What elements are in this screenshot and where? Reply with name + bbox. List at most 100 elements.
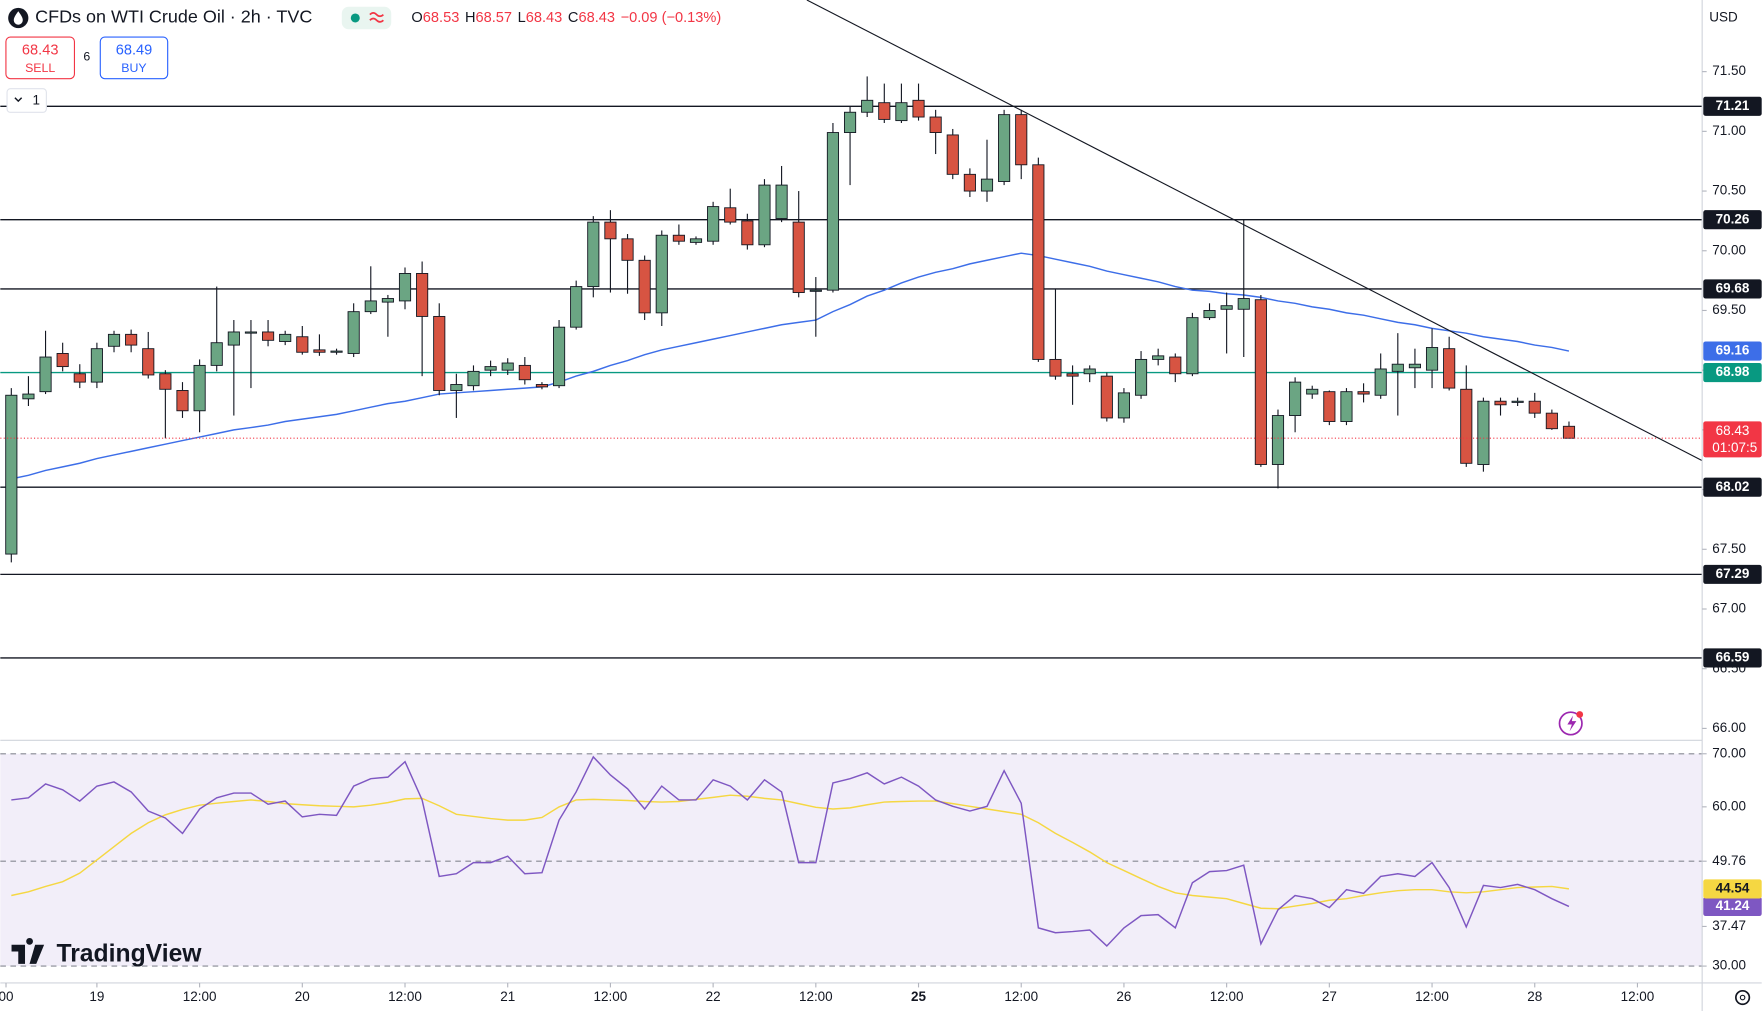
drop-icon	[13, 11, 23, 25]
x-tick-label: 26	[1116, 989, 1131, 1004]
indicator-toggle[interactable]: 1	[6, 88, 47, 113]
candle-body	[758, 184, 771, 246]
candle-body	[1186, 317, 1199, 375]
rsi-pane	[0, 753, 1703, 967]
y-tick-label: 70.50	[1712, 183, 1746, 198]
ma-badge: 69.16	[1716, 343, 1750, 358]
alert-bolt[interactable]	[1567, 715, 1577, 732]
candle-body	[398, 273, 412, 302]
candle-body	[861, 99, 874, 113]
candle-body	[210, 342, 223, 366]
x-tick-label: 22	[706, 989, 721, 1004]
buy-box[interactable]	[99, 36, 169, 80]
candle-body	[330, 350, 343, 353]
candle-body	[724, 207, 737, 223]
candle-body	[1391, 363, 1404, 372]
logo-text: TradingView	[56, 940, 202, 967]
candle-body	[1134, 358, 1148, 396]
y-tick-label: 60.00	[1712, 798, 1746, 813]
candle-body	[296, 336, 309, 353]
alert-ring[interactable]	[1558, 711, 1583, 736]
buy-label[interactable]: BUY	[121, 61, 146, 75]
candle-body	[1494, 400, 1507, 406]
buy-button[interactable]: 68.49 BUY	[99, 36, 169, 80]
candle-body	[998, 114, 1011, 182]
candle-body	[621, 238, 634, 261]
y-tick-label: 69.50	[1712, 302, 1746, 317]
candle-body	[1100, 375, 1113, 419]
x-tick-label: 25	[911, 989, 926, 1004]
candle-body	[775, 184, 788, 219]
candle-body	[655, 234, 668, 314]
candle-body	[193, 364, 206, 412]
candle-body	[262, 331, 275, 341]
rsi-badge: 41.24	[1716, 898, 1750, 913]
candle-body	[570, 286, 583, 328]
x-tick-label: 12:00	[183, 989, 217, 1004]
ma-badge-bg	[1703, 341, 1762, 361]
rsi-ma-badge-bg	[1703, 879, 1762, 899]
y-tick-label: 67.00	[1712, 601, 1746, 616]
candle-body	[484, 366, 497, 371]
candle-body	[1271, 415, 1285, 465]
candle-body	[843, 111, 857, 133]
candle-body	[1203, 310, 1216, 319]
sell-label[interactable]: SELL	[25, 61, 55, 75]
gear-hub[interactable]	[1739, 994, 1746, 1001]
x-tick-label: 12:00	[1621, 989, 1655, 1004]
candle-body	[364, 300, 377, 313]
h-label: H	[465, 10, 476, 26]
gear[interactable]	[1735, 989, 1751, 1006]
candle-body	[912, 99, 925, 118]
candle-body	[107, 333, 121, 347]
x-tick-label: 21	[500, 989, 515, 1004]
sell-button[interactable]: 68.43 SELL	[5, 36, 76, 80]
level-badge: 67.29	[1716, 566, 1750, 581]
y-tick-label: 37.47	[1712, 918, 1746, 933]
indicator-count[interactable]: 1	[33, 93, 41, 108]
candle-body	[1408, 363, 1421, 369]
candle-body	[1049, 358, 1062, 377]
y-tick-label: 49.76	[1712, 853, 1746, 868]
candle-body	[1254, 299, 1267, 465]
candle-body	[929, 116, 942, 133]
candle-body	[1083, 368, 1096, 375]
candle-body	[1425, 347, 1439, 371]
l-value: 68.43	[526, 10, 563, 26]
o-value: 68.53	[423, 10, 460, 26]
candle-body	[604, 221, 617, 240]
candle-body	[142, 348, 155, 376]
y-tick-label: 66.00	[1712, 720, 1746, 735]
candle-body	[552, 326, 566, 387]
buy-price[interactable]: 68.49	[116, 42, 153, 58]
price-badge: 68.43	[1716, 423, 1750, 438]
x-tick-label: 12:00	[1415, 989, 1449, 1004]
candle-body	[963, 173, 976, 192]
x-tick-label: 19	[89, 989, 104, 1004]
level-badge: 69.68	[1716, 281, 1750, 296]
settings-icon[interactable]	[1735, 989, 1751, 1006]
c-label: C	[568, 10, 579, 26]
x-tick-label: 12:00	[388, 989, 422, 1004]
candle-body	[980, 178, 994, 192]
symbol-title: CFDs on WTI Crude Oil · 2h · TVC	[35, 7, 312, 27]
x-tick-label: 12:00	[594, 989, 628, 1004]
l-label: L	[518, 10, 526, 26]
candle-body	[741, 220, 754, 246]
candle-body	[313, 349, 326, 353]
chevron[interactable]	[14, 97, 23, 103]
candle-body	[1374, 368, 1387, 396]
sell-box[interactable]	[5, 36, 76, 80]
logo-mark	[11, 937, 45, 964]
candle-body	[672, 234, 685, 242]
sell-price[interactable]: 68.43	[22, 42, 59, 58]
y-tick-label: 30.00	[1712, 958, 1746, 973]
toggle-box[interactable]	[6, 88, 47, 113]
candle-body	[587, 221, 600, 288]
alert-icon[interactable]	[1558, 711, 1584, 736]
alert-dot[interactable]	[1576, 711, 1584, 718]
candle-body	[826, 132, 840, 291]
candle-body	[39, 356, 52, 393]
